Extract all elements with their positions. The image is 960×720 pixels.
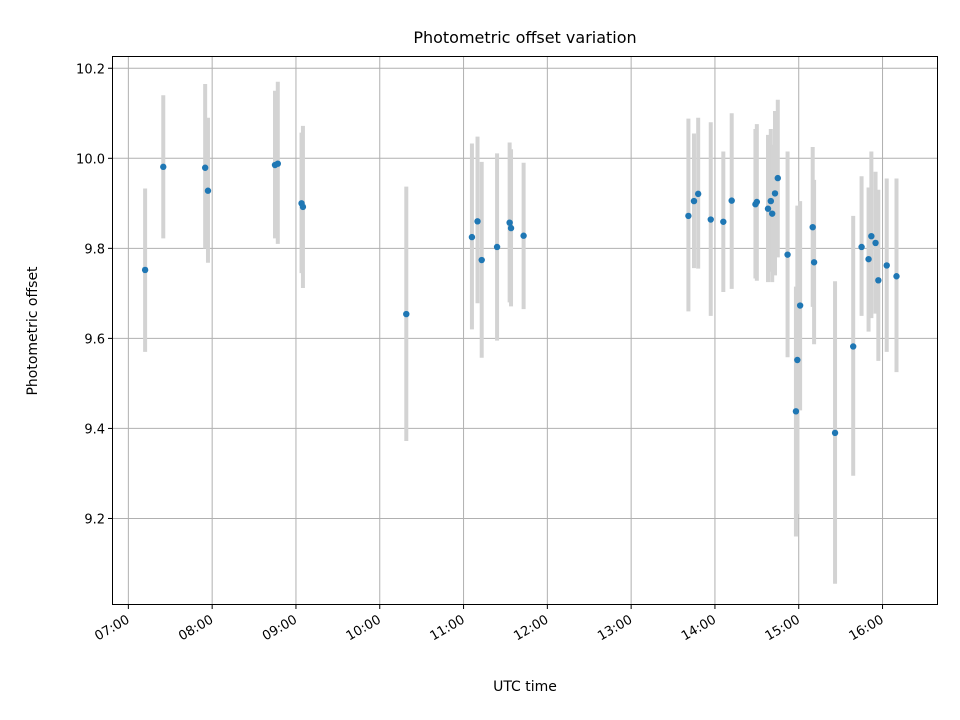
- data-point: [784, 251, 791, 258]
- data-point: [690, 197, 698, 205]
- x-tick-label: 16:00: [847, 612, 887, 644]
- y-tick-label: 9.4: [84, 422, 105, 437]
- data-point: [774, 174, 781, 182]
- x-tick-label: 11:00: [428, 612, 468, 644]
- data-point: [694, 190, 702, 198]
- data-point: [893, 273, 900, 280]
- data-point: [506, 219, 513, 226]
- error-bars: [143, 81, 899, 584]
- data-point: [685, 212, 692, 220]
- data-point: [728, 197, 735, 204]
- y-tick-label: 10.2: [76, 62, 105, 77]
- data-point: [201, 164, 209, 171]
- data-point: [796, 302, 804, 309]
- data-point: [720, 218, 727, 225]
- data-point: [771, 190, 779, 197]
- data-point: [872, 239, 879, 247]
- x-tick-label: 15:00: [763, 612, 803, 644]
- data-point: [403, 310, 410, 318]
- y-tick-label: 9.2: [84, 512, 105, 527]
- data-point: [707, 216, 714, 223]
- data-point: [474, 218, 481, 225]
- data-point: [767, 197, 775, 205]
- plot-frame: [112, 56, 938, 605]
- data-point: [792, 408, 800, 415]
- data-point: [160, 163, 167, 171]
- data-point: [865, 255, 872, 263]
- y-tick-label: 9.6: [84, 332, 105, 347]
- data-point: [810, 259, 818, 266]
- data-point: [204, 187, 212, 194]
- chart-title: Photometric offset variation: [413, 28, 636, 47]
- data-point: [478, 256, 485, 264]
- data-point: [507, 224, 515, 232]
- data-point: [875, 277, 882, 284]
- data-point: [809, 223, 816, 231]
- data-point: [883, 262, 890, 269]
- data-point: [831, 429, 839, 437]
- data-point: [299, 203, 307, 211]
- data-point: [850, 343, 857, 350]
- data-point: [769, 210, 776, 217]
- data-point: [868, 232, 875, 240]
- y-axis-label: Photometric offset: [25, 266, 41, 396]
- x-tick-label: 10:00: [344, 612, 384, 644]
- data-point: [493, 243, 501, 251]
- data-point: [794, 356, 801, 364]
- data-point: [764, 205, 772, 212]
- x-tick-label: 13:00: [595, 612, 635, 644]
- data-point: [753, 198, 761, 206]
- x-tick-label: 07:00: [92, 612, 132, 644]
- x-tick-label: 12:00: [511, 612, 551, 644]
- x-tick-label: 09:00: [260, 612, 300, 644]
- data-point: [141, 266, 149, 274]
- data-point: [468, 233, 476, 241]
- x-tick-label: 14:00: [679, 612, 719, 644]
- x-tick-label: 08:00: [176, 612, 216, 644]
- y-tick-label: 9.8: [84, 242, 105, 257]
- data-point: [520, 232, 527, 239]
- x-axis-label: UTC time: [493, 679, 557, 695]
- data-point: [858, 243, 865, 251]
- data-point: [274, 160, 281, 167]
- data-points: [141, 160, 900, 437]
- y-tick-label: 10.0: [76, 152, 105, 167]
